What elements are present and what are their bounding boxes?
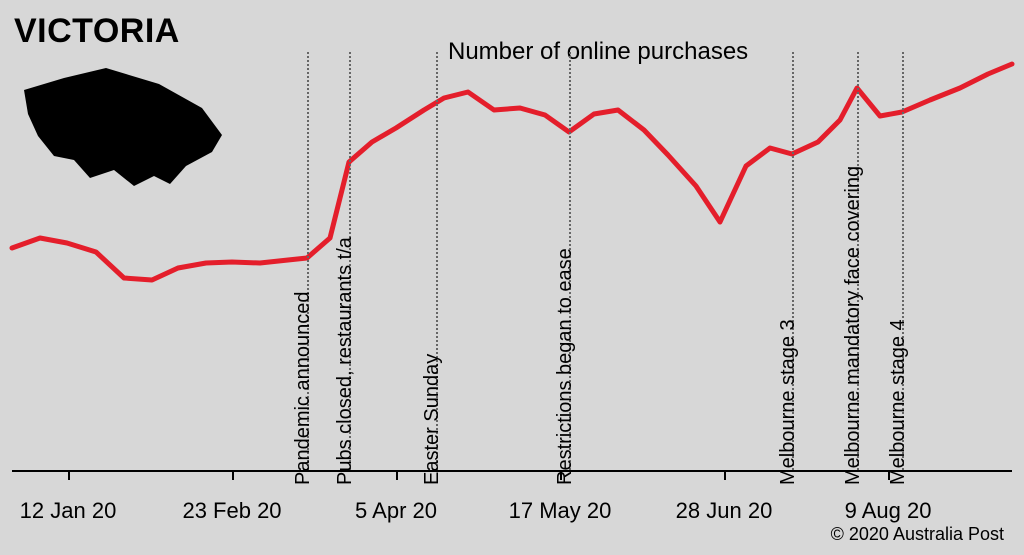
x-axis-label: 23 Feb 20 [182,498,281,524]
event-label: Melbourne mandatory face covering [842,166,865,485]
x-axis-label: 28 Jun 20 [676,498,773,524]
copyright-text: © 2020 Australia Post [831,524,1004,545]
event-label: Pubs closed, restaurants t/a [334,237,357,485]
x-axis-label: 17 May 20 [509,498,612,524]
x-tick [724,470,726,480]
x-tick [68,470,70,480]
event-label: Melbourne stage 4 [887,319,910,485]
x-axis-label: 12 Jan 20 [20,498,117,524]
x-tick [232,470,234,480]
x-tick [396,470,398,480]
event-label: Easter Sunday [421,354,444,485]
chart-container: VICTORIA Number of online purchases 12 J… [0,0,1024,555]
x-axis-label: 9 Aug 20 [845,498,932,524]
event-label: Restrictions began to ease [554,248,577,485]
event-label: Pandemic announced [292,292,315,485]
event-label: Melbourne stage 3 [777,319,800,485]
x-axis-label: 5 Apr 20 [355,498,437,524]
